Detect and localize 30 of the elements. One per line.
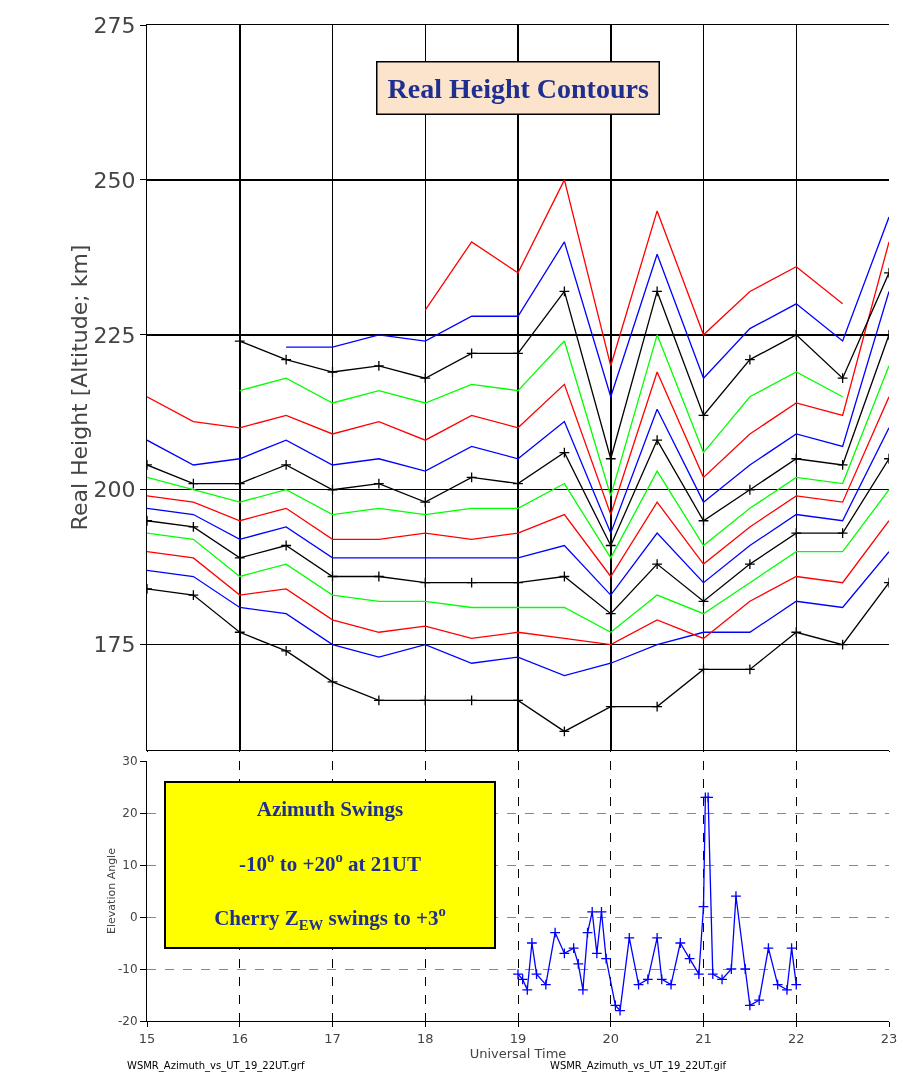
y-tick-label: 0	[129, 910, 138, 925]
y-tick-label: 30	[122, 754, 138, 769]
y-tick-label: 20	[122, 806, 138, 821]
note-box: Azimuth Swings -10$^{o}$ to +20$^{o}$ at 21UT Cherry Z$_{EW}$ swings to +3$^{o}$	[164, 781, 496, 949]
y-axis-title: Real Height [Altitude; km]	[66, 244, 92, 531]
text: WSMR_Azimuth_vs_UT_19_22UT.grf	[127, 1060, 305, 1072]
y-tick-label: 275	[93, 12, 136, 38]
text: Real Height Contours	[387, 72, 649, 104]
x-tick-label: 22	[787, 1030, 805, 1046]
y-tick-label: 200	[93, 477, 136, 503]
x-tick-label: 18	[416, 1030, 434, 1046]
y-tick-label: -10	[117, 962, 138, 977]
y-tick-label: 225	[93, 322, 136, 348]
x-tick-label: 21	[695, 1030, 712, 1046]
x-tick-label: 17	[324, 1030, 341, 1046]
y-axis-title: Elevation Angle	[105, 847, 118, 934]
x-tick-label: 19	[509, 1030, 527, 1046]
x-tick-label: 16	[231, 1030, 249, 1046]
x-tick-label: 23	[880, 1030, 898, 1046]
x-tick-label: 15	[138, 1030, 156, 1046]
x-axis-title: Universal Time	[469, 1045, 567, 1061]
y-tick-label: 10	[122, 858, 138, 873]
annotation: Cherry Z$_{EW}$ swings to +3$^{o}$	[214, 903, 446, 933]
y-tick-label: -20	[117, 1014, 138, 1029]
annotation: -10$^{o}$ to +20$^{o}$ at 21UT	[239, 848, 421, 876]
annotation: Azimuth Swings	[256, 797, 404, 821]
y-tick-label: 250	[93, 167, 136, 193]
text: WSMR_Azimuth_vs_UT_19_22UT.gif	[550, 1060, 727, 1072]
x-tick-label: 20	[602, 1030, 620, 1046]
y-tick-label: 175	[93, 632, 136, 658]
